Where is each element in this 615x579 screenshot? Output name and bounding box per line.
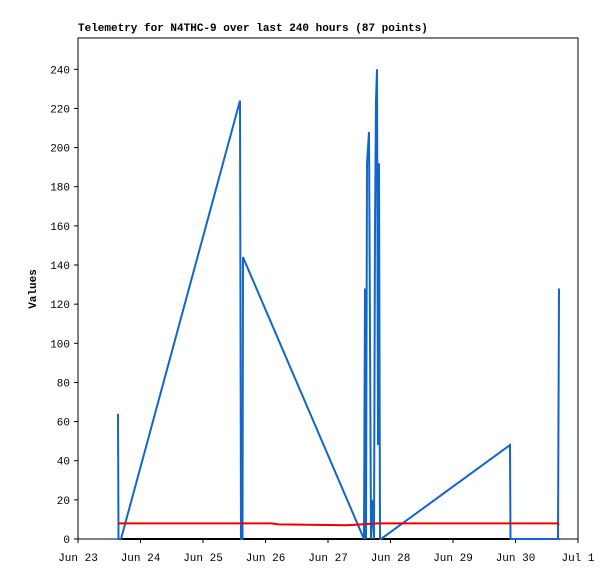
x-tick-label: Jun 26 <box>246 553 286 565</box>
x-tick-label: Jul 1 <box>561 553 594 565</box>
y-tick-label: 20 <box>57 496 70 508</box>
y-tick-label: 120 <box>50 300 70 312</box>
x-tick-label: Jun 27 <box>308 553 348 565</box>
plot-frame <box>77 37 579 540</box>
y-tick-label: 180 <box>50 183 70 195</box>
y-tick-label: 160 <box>50 222 70 234</box>
y-tick-label: 0 <box>63 535 70 547</box>
y-tick-label: 60 <box>57 418 70 430</box>
x-tick-label: Jun 28 <box>371 553 411 565</box>
x-tick-label: Jun 25 <box>183 553 223 565</box>
line-series <box>117 69 560 540</box>
y-tick-label: 240 <box>50 65 70 77</box>
y-axis-label: Values <box>28 269 40 309</box>
y-tick-label: 200 <box>50 144 70 156</box>
line-series <box>118 522 560 527</box>
x-tick-label: Jun 29 <box>433 553 473 565</box>
y-tick-label: 100 <box>50 339 70 351</box>
y-tick-label: 80 <box>57 378 70 390</box>
y-tick-label: 40 <box>57 457 70 469</box>
x-tick-label: Jun 30 <box>496 553 536 565</box>
x-tick-label: Jun 23 <box>58 553 98 565</box>
y-tick-label: 220 <box>50 104 70 116</box>
chart-title: Telemetry for N4THC-9 over last 240 hour… <box>78 23 428 35</box>
y-tick-label: 140 <box>50 261 70 273</box>
x-tick-label: Jun 24 <box>121 553 161 565</box>
